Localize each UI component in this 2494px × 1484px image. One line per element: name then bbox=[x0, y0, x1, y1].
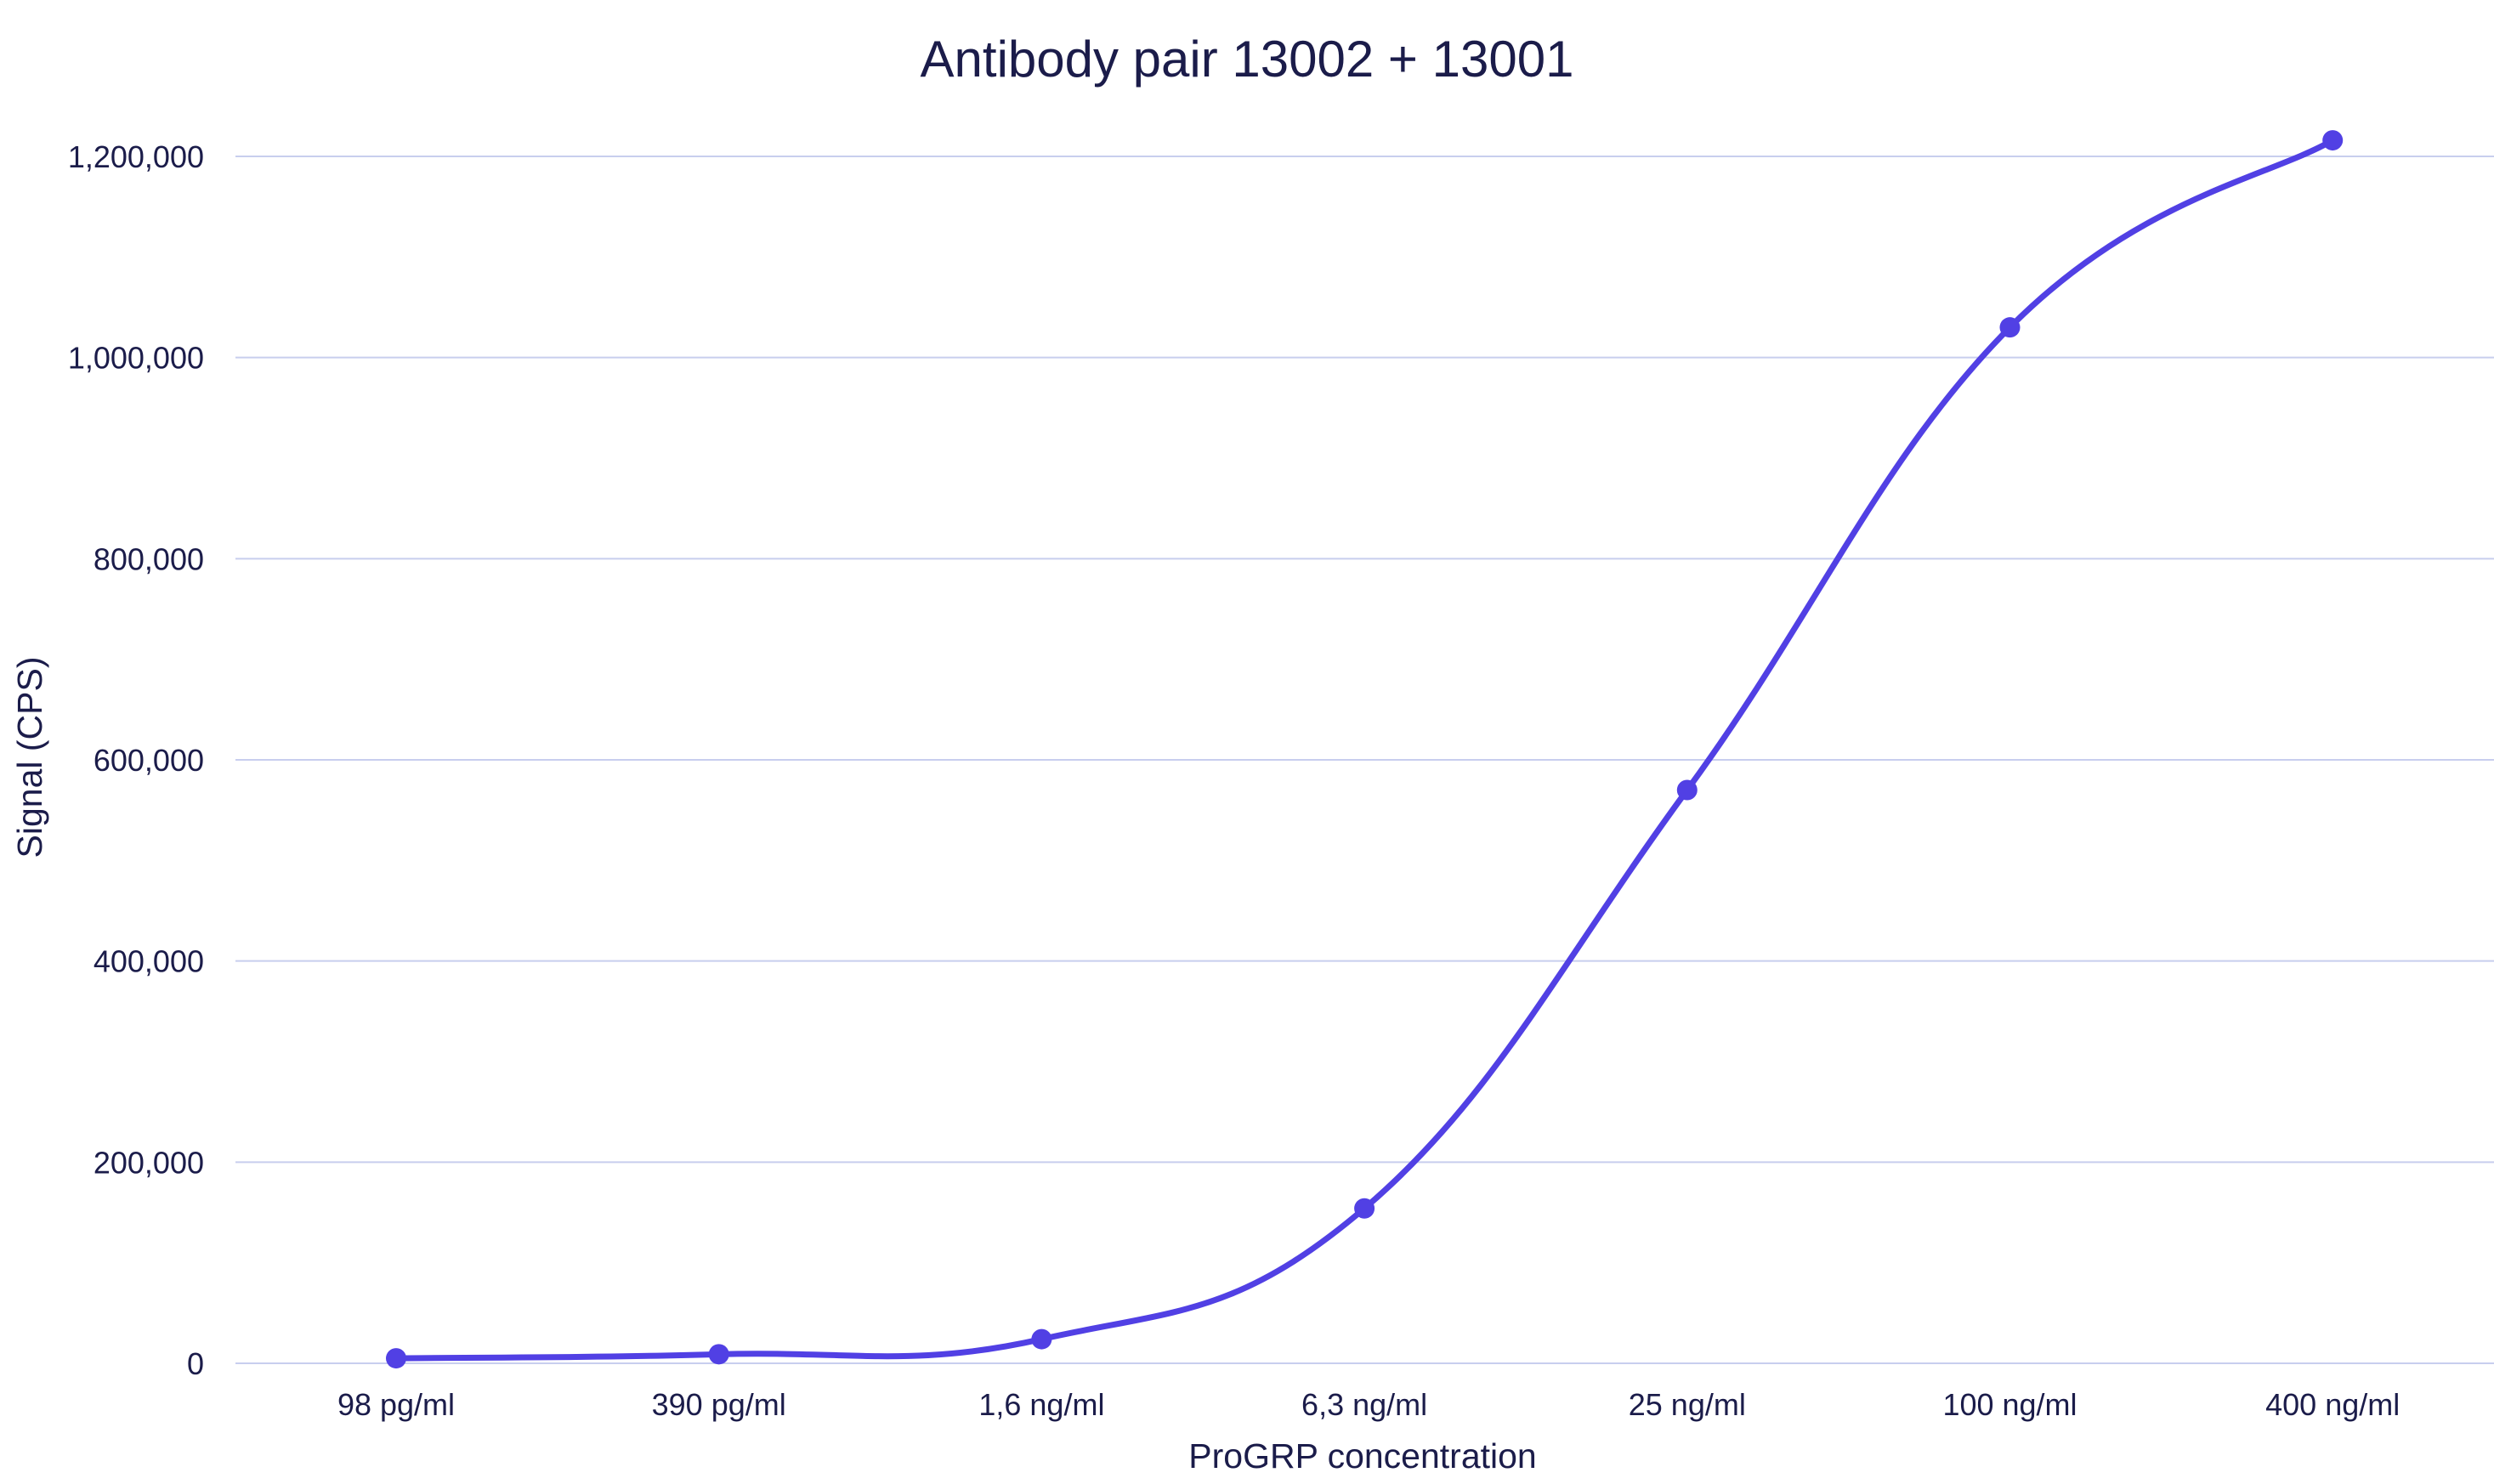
x-tick-label: 400 ng/ml bbox=[2265, 1387, 2400, 1422]
x-tick-label: 98 pg/ml bbox=[337, 1387, 455, 1422]
series-line bbox=[393, 137, 2336, 1362]
y-tick-label: 0 bbox=[187, 1346, 204, 1381]
x-tick-label: 100 ng/ml bbox=[1942, 1387, 2077, 1422]
y-tick-label: 1,000,000 bbox=[68, 341, 204, 376]
x-tick-labels: 98 pg/ml 390 pg/ml 1,6 ng/ml 6,3 ng/ml 25 ng… bbox=[337, 1387, 2400, 1422]
y-tick-label: 800,000 bbox=[94, 541, 204, 576]
chart-title: Antibody pair 13002 + 13001 bbox=[921, 31, 1574, 88]
data-point bbox=[386, 1348, 406, 1369]
data-point bbox=[1676, 779, 1698, 801]
x-tick-label: 25 ng/ml bbox=[1629, 1387, 1746, 1422]
y-tick-label: 400,000 bbox=[94, 944, 204, 979]
y-axis-title: Signal (CPS) bbox=[10, 657, 49, 858]
y-tick-labels: 0 200,000 400,000 600,000 800,000 1,000,000 1,… bbox=[68, 139, 204, 1381]
y-tick-label: 600,000 bbox=[94, 743, 204, 778]
data-point bbox=[1354, 1198, 1375, 1219]
data-point bbox=[2322, 130, 2344, 151]
x-axis-title: ProGRP concentration bbox=[1188, 1436, 1536, 1476]
series-layer bbox=[393, 137, 2336, 1362]
x-tick-label: 1,6 ng/ml bbox=[978, 1387, 1104, 1422]
gridlines bbox=[235, 156, 2494, 1364]
x-tick-label: 390 pg/ml bbox=[652, 1387, 786, 1422]
data-points bbox=[386, 130, 2344, 1369]
data-point bbox=[708, 1344, 729, 1365]
y-tick-label: 200,000 bbox=[94, 1145, 204, 1180]
data-point bbox=[1031, 1328, 1052, 1350]
y-tick-label: 1,200,000 bbox=[68, 139, 204, 174]
x-tick-label: 6,3 ng/ml bbox=[1301, 1387, 1427, 1422]
data-point bbox=[1999, 317, 2021, 338]
